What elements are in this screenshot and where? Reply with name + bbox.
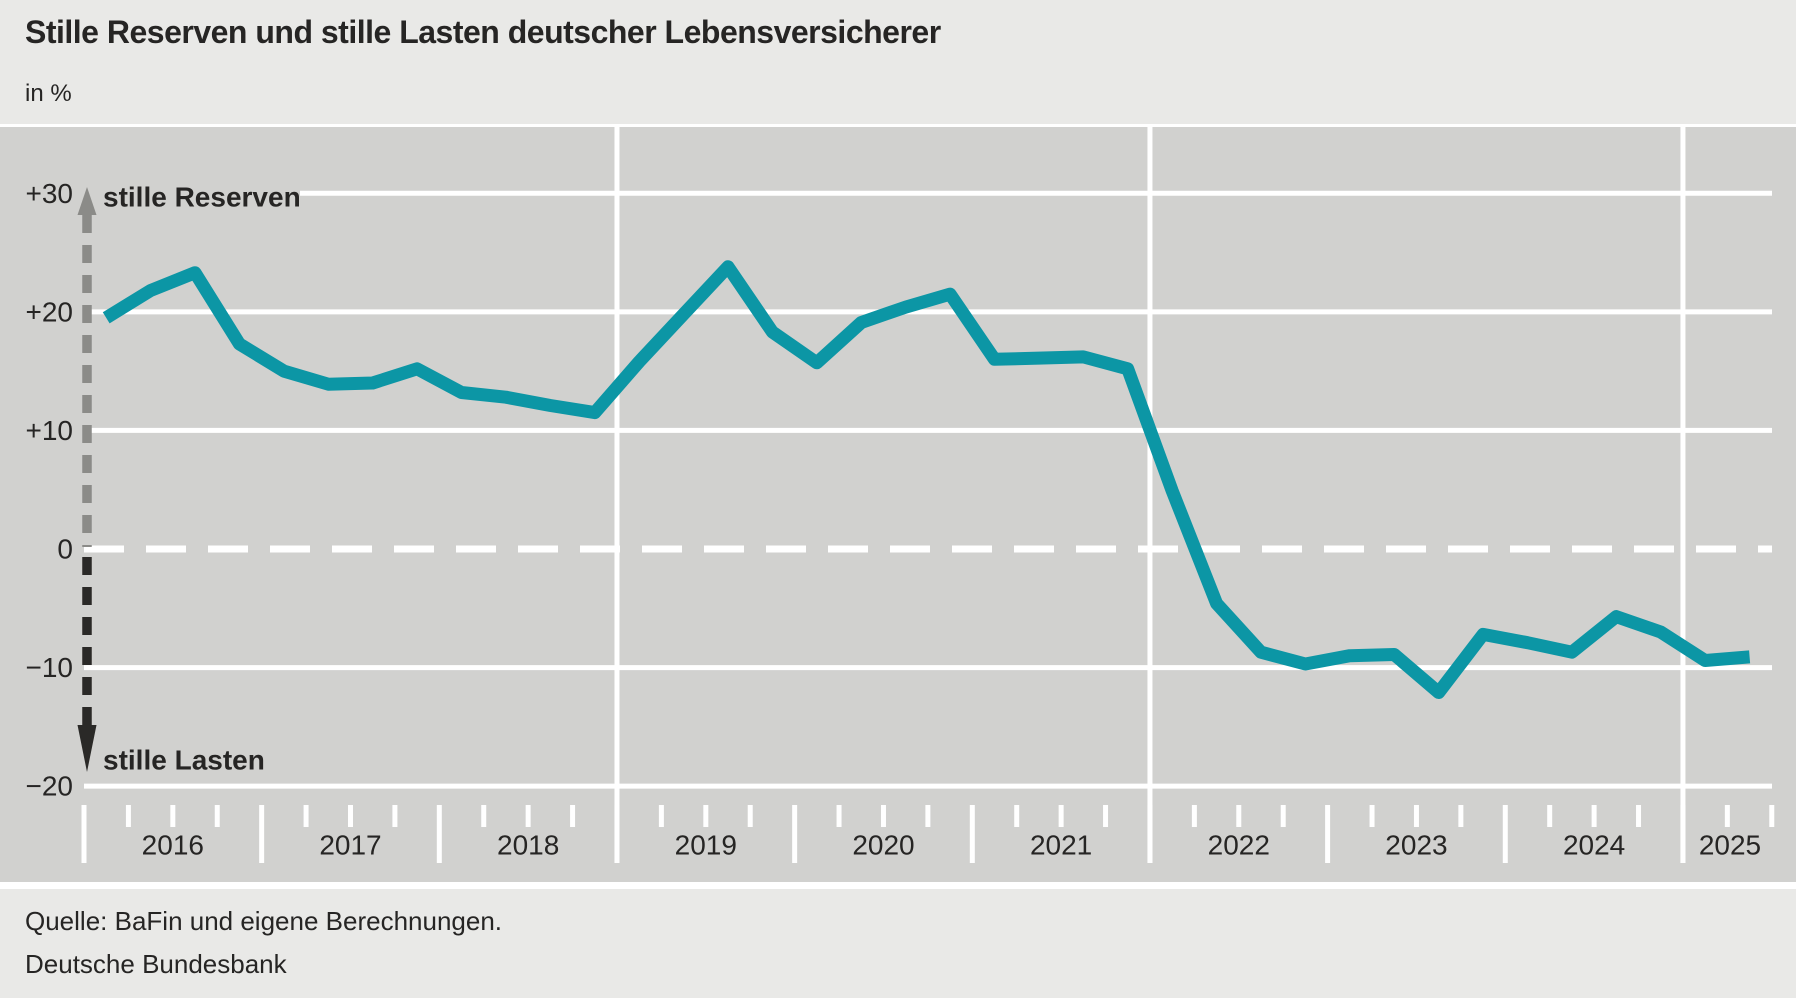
x-axis-label-2024: 2024 <box>1563 830 1625 861</box>
y-axis-label--20: −20 <box>26 771 74 802</box>
x-axis-label-2016: 2016 <box>142 830 204 861</box>
plot-area: +30 +20 +10 0 −10 −20 2016 2017 2018 2019 2020 2021… <box>0 127 1796 882</box>
chart-header: Stille Reserven und stille Lasten deutsc… <box>0 0 1796 124</box>
chart-canvas: +30 +20 +10 0 −10 −20 2016 2017 2018 2019 2020 2021… <box>26 127 1775 863</box>
x-axis-label-2019: 2019 <box>675 830 737 861</box>
x-axis-label-2020: 2020 <box>852 830 914 861</box>
x-axis-label-2018: 2018 <box>497 830 559 861</box>
x-axis-label-2021: 2021 <box>1030 830 1092 861</box>
y-axis-label--10: −10 <box>26 652 74 683</box>
chart-footer: Quelle: BaFin und eigene Berechnungen. D… <box>0 889 1796 998</box>
source-note: Quelle: BaFin und eigene Berechnungen. <box>25 906 503 936</box>
y-axis-label-30: +30 <box>26 178 74 209</box>
x-axis-label-2023: 2023 <box>1385 830 1447 861</box>
x-axis-label-2017: 2017 <box>319 830 381 861</box>
x-axis-label-2022: 2022 <box>1208 830 1270 861</box>
data-line-stille-reserven <box>102 260 1751 699</box>
unit-label: in % <box>25 80 72 107</box>
x-axis-label-2025: 2025 <box>1699 830 1761 861</box>
chart-title: Stille Reserven und stille Lasten deutsc… <box>25 14 941 50</box>
arrow-up-head-icon <box>77 187 97 215</box>
y-axis-label-0: 0 <box>57 534 73 565</box>
annotation-stille-reserven: stille Reserven <box>103 182 301 213</box>
annotation-stille-lasten: stille Lasten <box>103 745 265 776</box>
y-axis-label-10: +10 <box>26 415 74 446</box>
y-axis-label-20: +20 <box>26 296 74 327</box>
publisher-label: Deutsche Bundesbank <box>25 949 287 979</box>
arrow-down-head-icon <box>77 725 97 772</box>
